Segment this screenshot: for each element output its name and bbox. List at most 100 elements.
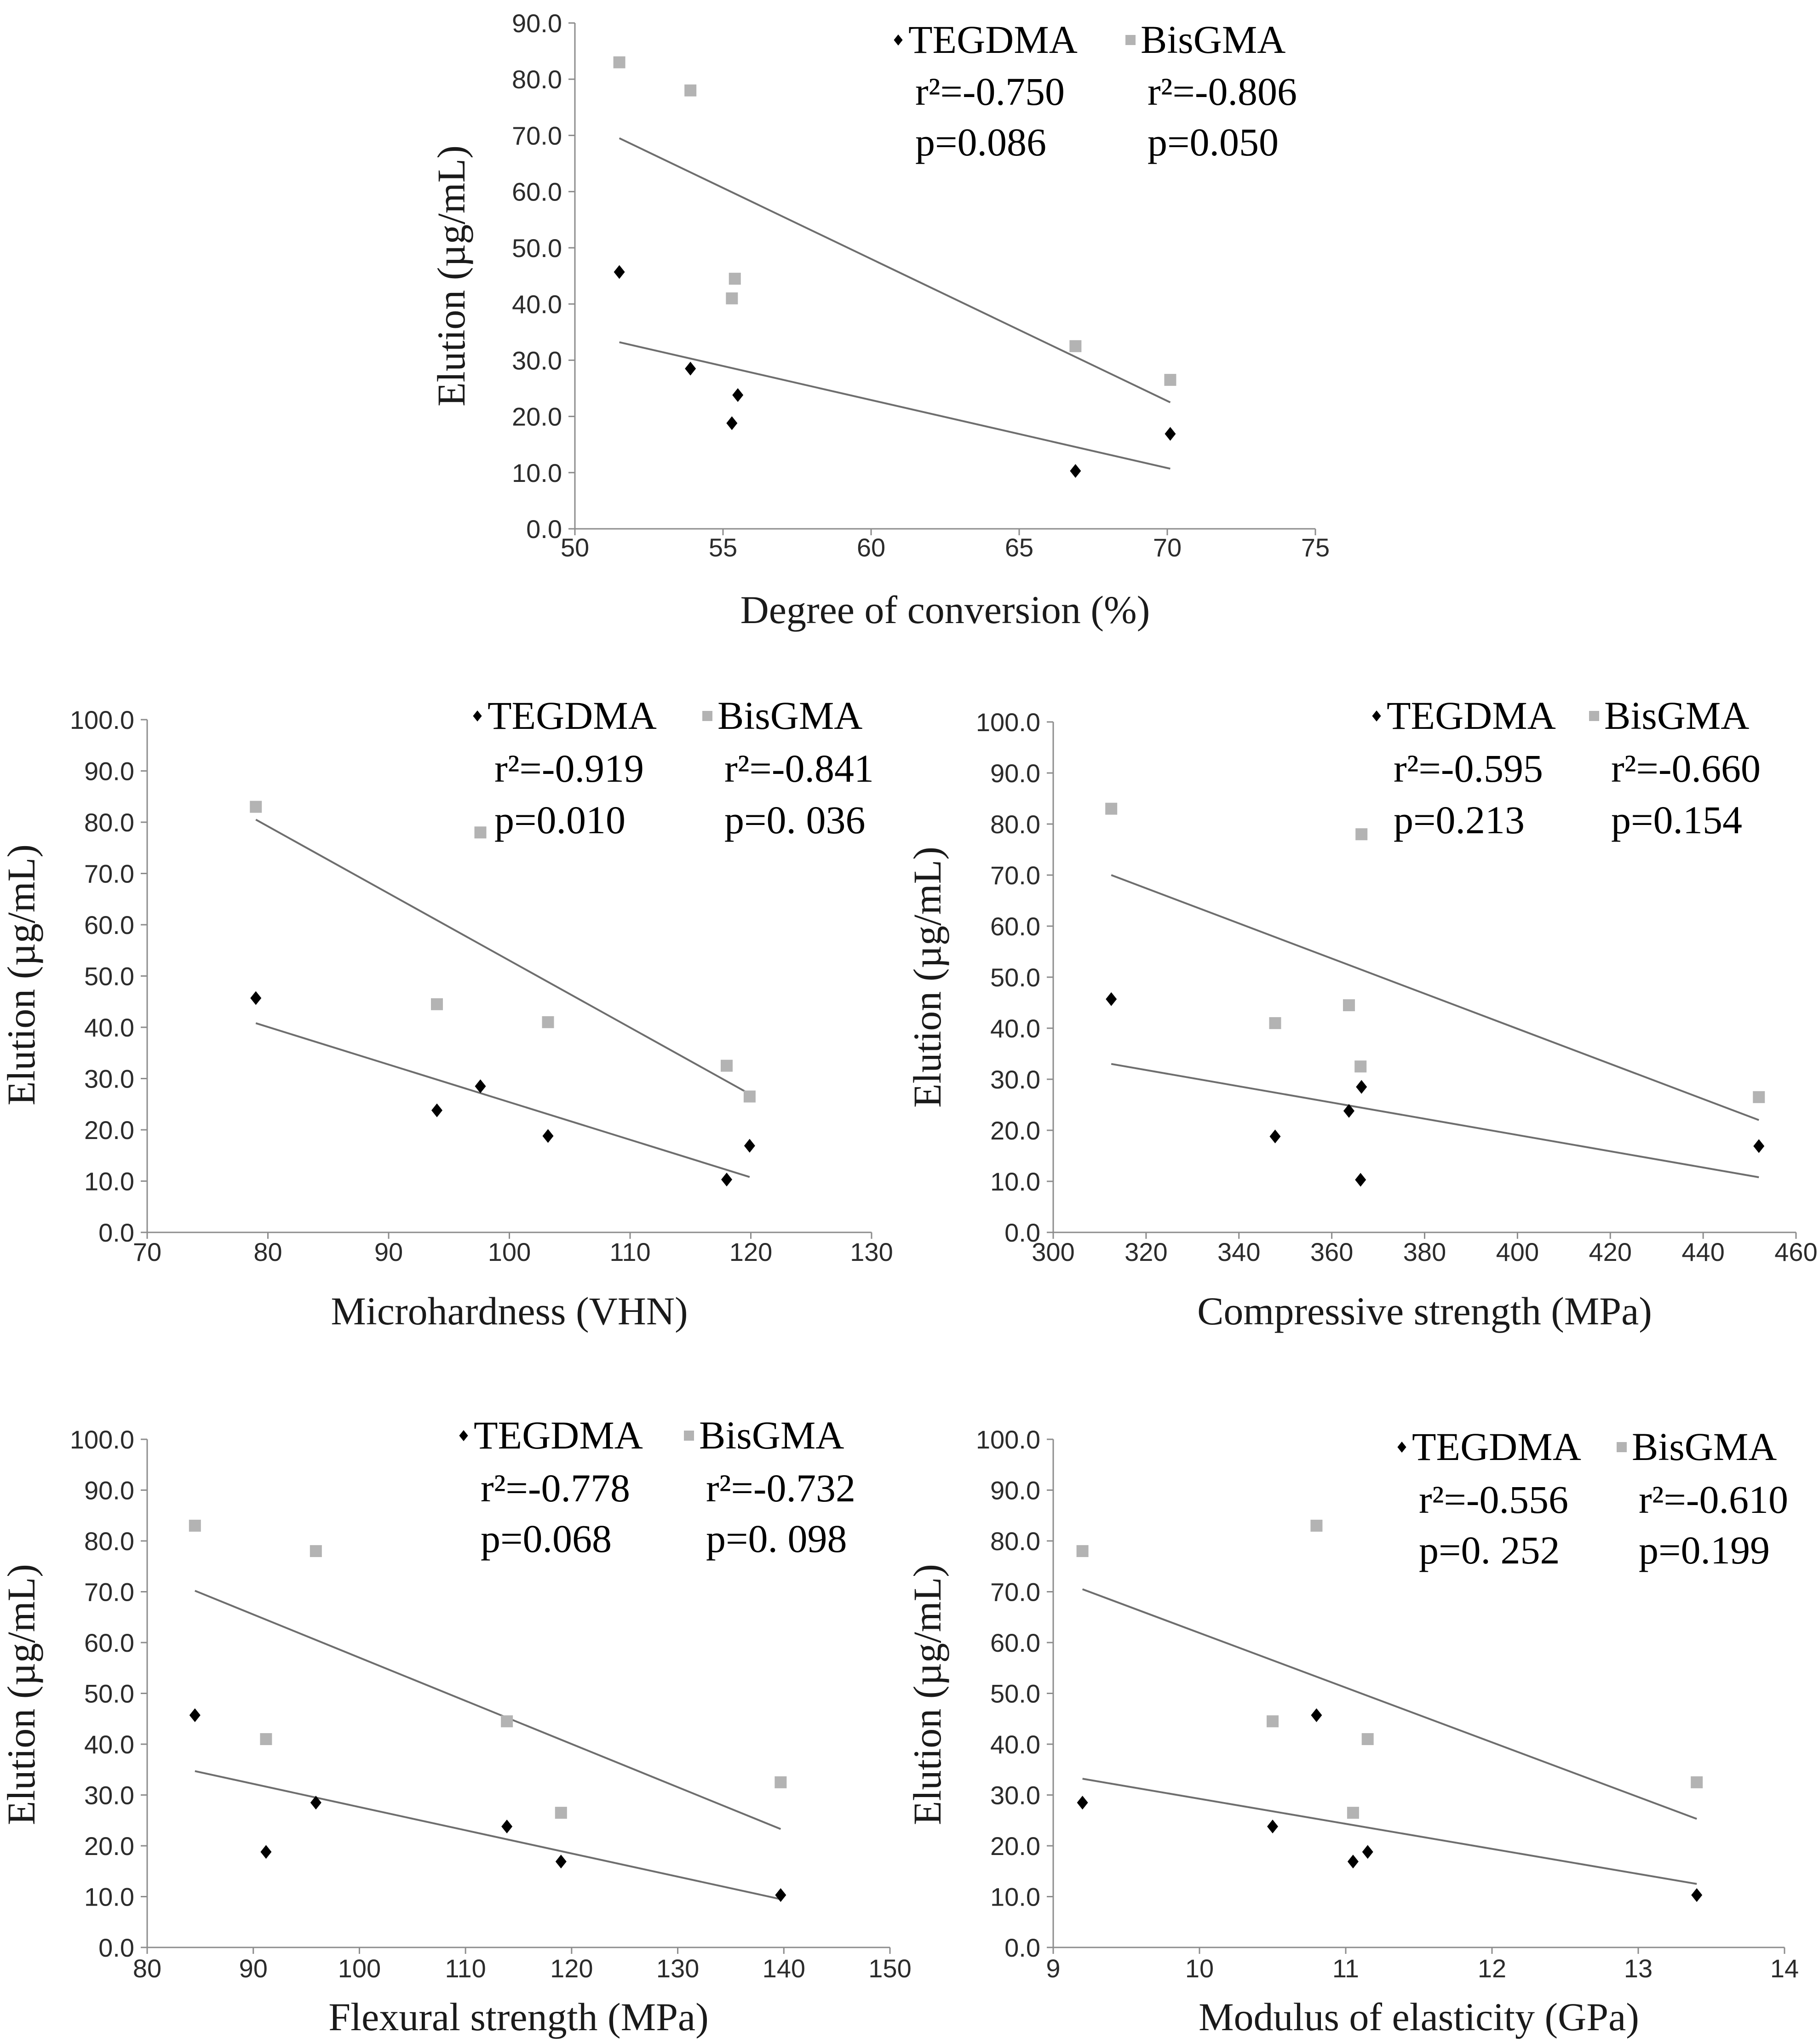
x-tick-label: 130 [656, 1954, 699, 1983]
y-axis-title: Elution (µg/mL) [429, 145, 473, 407]
trendline-bisgma [1082, 1588, 1697, 1820]
y-tick-label: 80.0 [84, 1527, 134, 1556]
data-point-tegdma [189, 1708, 201, 1723]
x-axis-title: Flexural strength (MPa) [328, 1995, 708, 2039]
data-point-tegdma [685, 361, 696, 376]
r-squared-tegdma: r²=-0.919 [494, 746, 644, 790]
data-point-tegdma [555, 1855, 567, 1869]
data-point-tegdma [726, 416, 738, 430]
chart-2: 0.0 10.0 20.0 30.0 40.0 50.0 60.0 70.0 80.0 90.0 1… [0, 693, 893, 1333]
y-tick-label: 100.0 [70, 1425, 134, 1454]
r-squared-tegdma: r²=-0.595 [1394, 746, 1543, 790]
legend-marker-tegdma [1372, 710, 1381, 721]
data-point-tegdma [732, 388, 744, 402]
x-tick-label: 130 [850, 1237, 893, 1266]
legend-label-tegdma: TEGDMA [488, 693, 657, 738]
y-tick-label: 80.0 [990, 1527, 1040, 1556]
chart-1: 0.0 10.0 20.0 30.0 40.0 50.0 60.0 70.0 80.0 90.0 5… [429, 9, 1330, 632]
y-tick-label: 0.0 [98, 1218, 134, 1247]
data-point-bisgma [260, 1733, 272, 1745]
y-tick-label: 90.0 [990, 1476, 1040, 1505]
x-tick-label: 80 [253, 1237, 282, 1266]
x-tick-label: 150 [868, 1954, 911, 1983]
data-point-bisgma [501, 1715, 513, 1728]
y-tick-label: 50.0 [990, 963, 1040, 992]
y-tick-label: 80.0 [84, 808, 134, 837]
p-value-bisgma: p=0.154 [1611, 798, 1742, 842]
y-tick-label: 60.0 [84, 1628, 134, 1657]
chart-5: 0.0 10.0 20.0 30.0 40.0 50.0 60.0 70.0 80.0 90.0 1… [905, 1425, 1799, 2039]
p-value-bisgma: p=0. 036 [724, 798, 866, 842]
data-point-tegdma [1691, 1888, 1703, 1902]
x-tick-label: 12 [1478, 1954, 1506, 1983]
y-tick-label: 40.0 [84, 1013, 134, 1042]
x-tick-label: 400 [1496, 1237, 1539, 1266]
y-tick-label: 40.0 [512, 290, 562, 319]
p-value-tegdma: p=0.213 [1394, 798, 1525, 842]
y-tick-label: 0.0 [98, 1933, 134, 1962]
y-tick-label: 30.0 [990, 1065, 1040, 1094]
x-axis-title: Compressive strength (MPa) [1197, 1289, 1652, 1333]
x-tick-label: 110 [609, 1237, 650, 1266]
data-point-bisgma [1105, 802, 1118, 815]
x-tick-label: 55 [709, 533, 737, 562]
y-tick-label: 30.0 [512, 346, 562, 375]
y-tick-label: 90.0 [990, 759, 1040, 788]
y-tick-label: 40.0 [990, 1014, 1040, 1043]
data-point-bisgma [721, 1059, 733, 1072]
legend-marker-tegdma [459, 1430, 468, 1441]
x-tick-label: 300 [1032, 1237, 1074, 1266]
y-tick-label: 30.0 [84, 1781, 134, 1810]
y-tick-label: 70.0 [990, 861, 1040, 890]
data-point-tegdma [431, 1103, 442, 1117]
legend-marker-bisgma [702, 711, 712, 721]
legend-marker-tegdma [473, 710, 482, 721]
data-point-bisgma [743, 1090, 756, 1103]
x-tick-label: 11 [1332, 1954, 1359, 1983]
legend-label-bisgma: BisGMA [1604, 693, 1749, 738]
data-point-bisgma [726, 292, 738, 304]
y-tick-label: 70.0 [84, 1578, 134, 1607]
data-point-bisgma [1691, 1776, 1703, 1788]
data-point-bisgma [729, 273, 741, 285]
trendline-tegdma [255, 1022, 750, 1178]
data-point-tegdma [260, 1845, 272, 1859]
data-point-tegdma [501, 1820, 513, 1834]
x-tick-label: 420 [1589, 1237, 1632, 1266]
y-tick-label: 40.0 [990, 1730, 1040, 1759]
x-tick-label: 50 [561, 533, 589, 562]
x-tick-label: 60 [857, 533, 885, 562]
data-point-tegdma [310, 1796, 321, 1810]
y-tick-label: 0.0 [1004, 1218, 1040, 1247]
data-point-bisgma [1354, 1060, 1367, 1073]
legend-marker-bisgma [1589, 711, 1599, 721]
x-tick-label: 65 [1005, 533, 1033, 562]
y-tick-label: 0.0 [1004, 1933, 1040, 1962]
data-point-bisgma [1269, 1017, 1281, 1029]
legend-label-tegdma: TEGDMA [1412, 1425, 1581, 1469]
x-tick-label: 90 [374, 1237, 403, 1266]
y-tick-label: 60.0 [990, 1628, 1040, 1657]
legend-marker-tegdma [1397, 1442, 1406, 1453]
data-point-bisgma [613, 56, 625, 69]
legend-label-bisgma: BisGMA [699, 1413, 844, 1457]
y-tick-label: 30.0 [990, 1781, 1040, 1810]
data-point-tegdma [1362, 1845, 1373, 1859]
legend-marker-bisgma [1617, 1442, 1627, 1452]
y-tick-label: 100.0 [976, 708, 1040, 737]
x-tick-label: 13 [1624, 1954, 1653, 1983]
data-point-bisgma [1753, 1091, 1765, 1103]
data-point-tegdma [542, 1129, 554, 1143]
x-axis-title: Degree of conversion (%) [740, 588, 1150, 632]
y-tick-label: 20.0 [84, 1832, 134, 1861]
data-point-bisgma [431, 998, 443, 1010]
data-point-tegdma [1165, 427, 1176, 441]
trendline-bisgma [1111, 874, 1759, 1121]
p-value-tegdma: p=0.068 [481, 1517, 612, 1561]
data-point-tegdma [1356, 1080, 1367, 1094]
data-point-bisgma [1164, 374, 1176, 386]
legend-label-bisgma: BisGMA [1141, 17, 1285, 62]
legend-label-tegdma: TEGDMA [908, 17, 1078, 62]
